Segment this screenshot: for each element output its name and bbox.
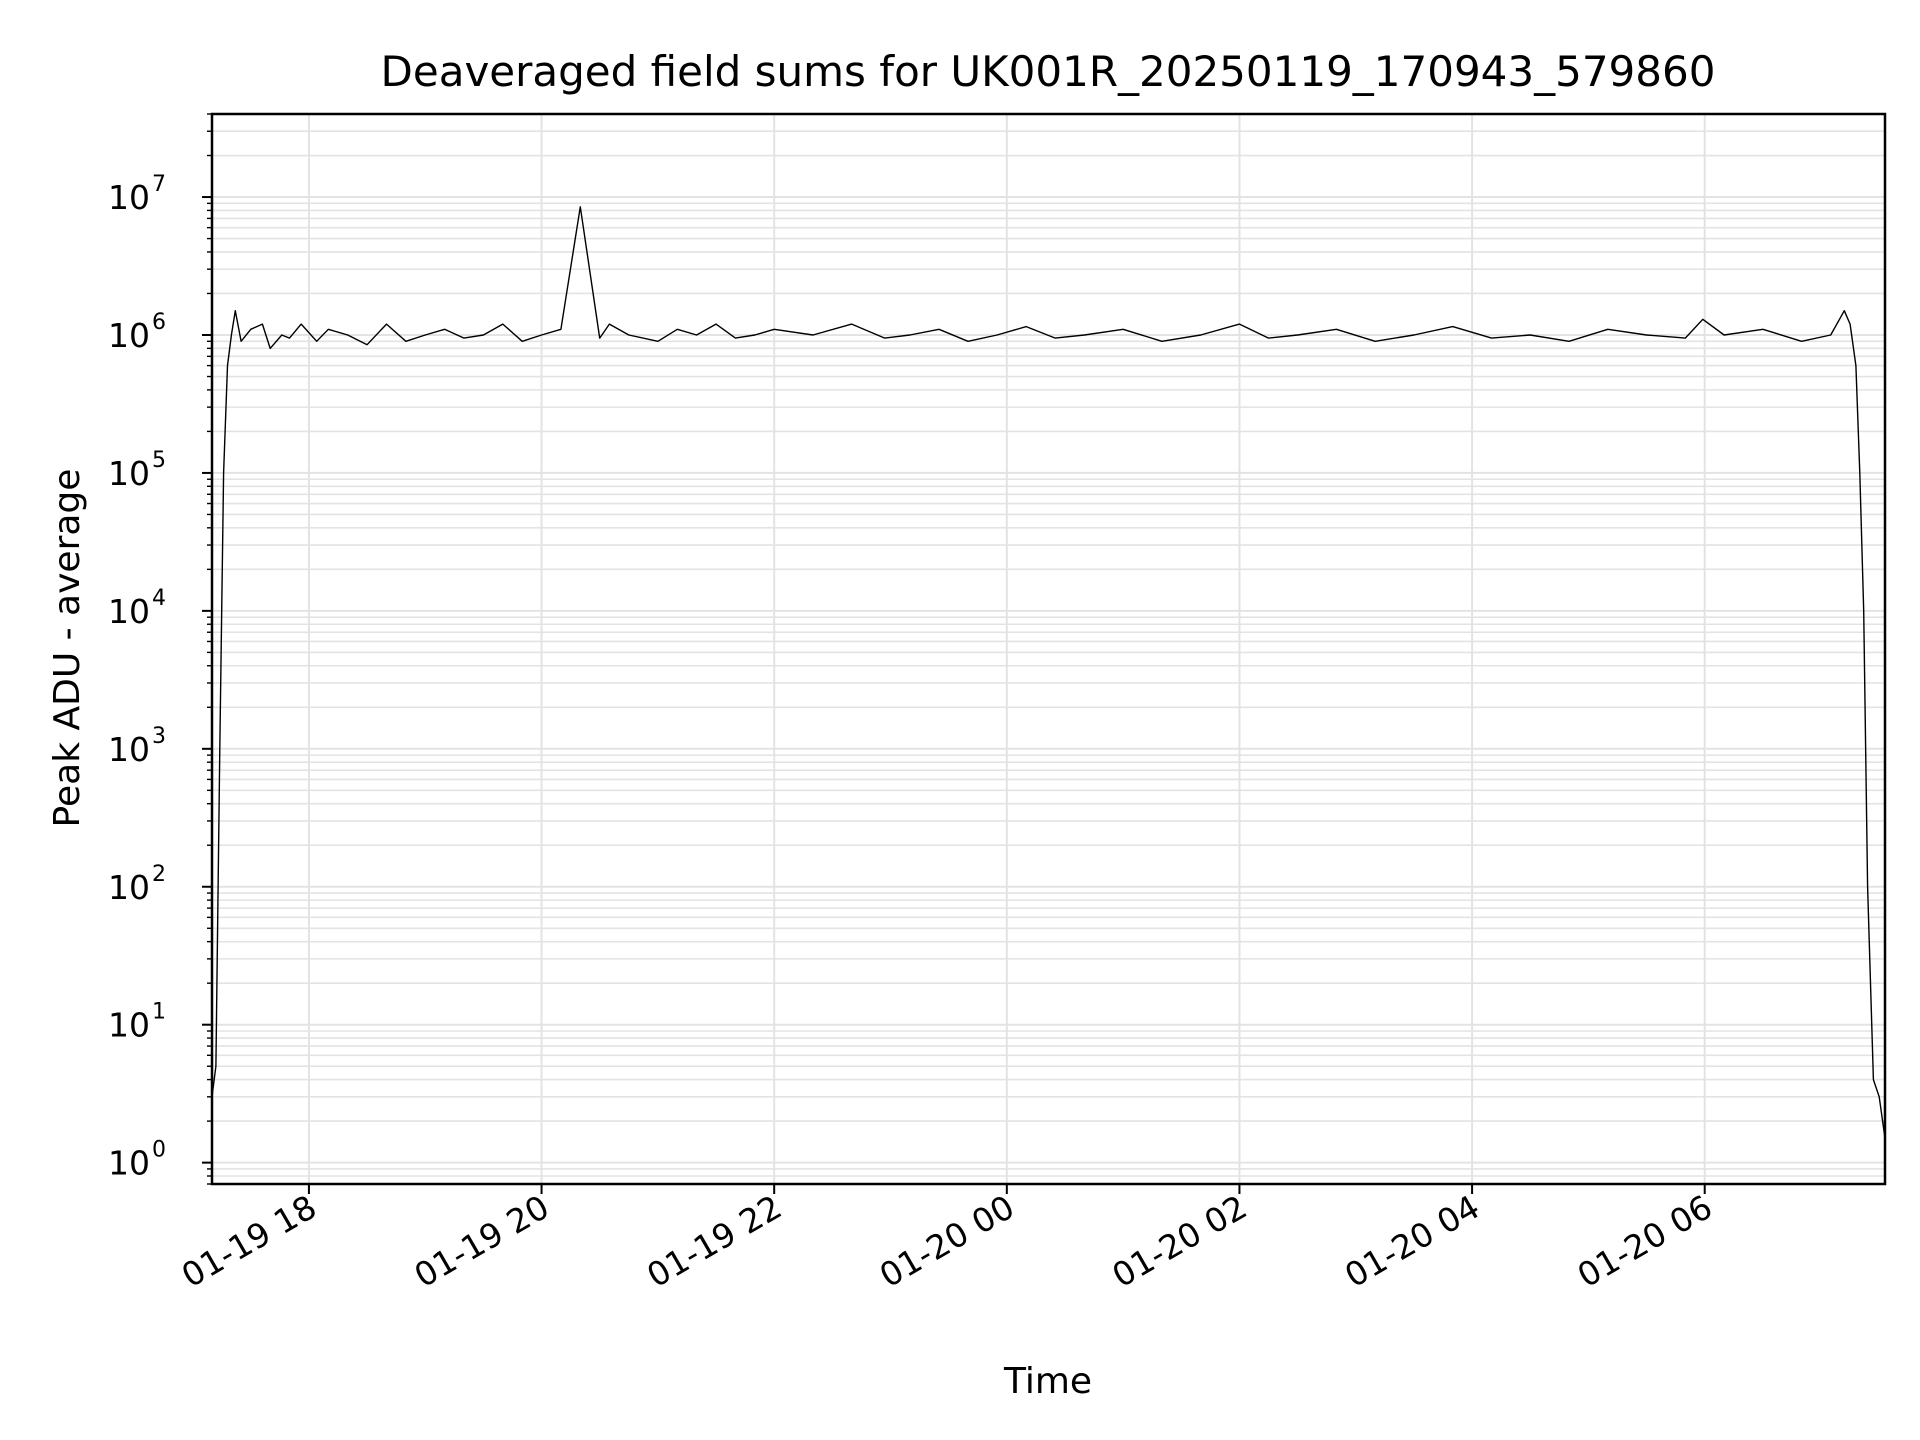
plot-frame xyxy=(210,112,1887,1186)
y-tick-base: 10 xyxy=(108,730,150,769)
y-tick-exponent: 3 xyxy=(152,724,166,749)
y-tick-exponent: 6 xyxy=(152,310,166,335)
y-tick-label: 10 xyxy=(108,454,150,493)
y-tick-base: 10 xyxy=(108,178,150,217)
y-tick-label: 10 xyxy=(108,316,150,355)
series-line xyxy=(211,206,1886,1139)
x-axis-label: Time xyxy=(1003,1361,1092,1402)
chart-title: Deaveraged field sums for UK001R_2025011… xyxy=(381,47,1716,96)
y-tick-exponent: 0 xyxy=(152,1138,166,1163)
y-axis-label: Peak ADU - average xyxy=(47,469,88,828)
y-tick-exponent: 4 xyxy=(152,586,166,611)
y-tick-label: 10 xyxy=(108,592,150,631)
y-tick-label: 10 xyxy=(108,868,150,907)
y-tick-label: 10 xyxy=(108,1006,150,1045)
y-tick-label: 10 xyxy=(108,1144,150,1183)
y-tick-exponent: 1 xyxy=(152,1000,166,1025)
y-tick-exponent: 5 xyxy=(152,448,166,473)
y-tick-base: 10 xyxy=(108,316,150,355)
y-tick-base: 10 xyxy=(108,1144,150,1183)
y-tick-exponent: 7 xyxy=(152,172,166,197)
y-tick-base: 10 xyxy=(108,592,150,631)
y-tick-label: 10 xyxy=(108,730,150,769)
y-tick-exponent: 2 xyxy=(152,862,166,887)
y-tick-base: 10 xyxy=(108,868,150,907)
plot-area xyxy=(211,206,1886,1139)
grid xyxy=(212,113,1885,1185)
y-tick-label: 10 xyxy=(108,178,150,217)
y-tick-base: 10 xyxy=(108,454,150,493)
y-tick-base: 10 xyxy=(108,1006,150,1045)
